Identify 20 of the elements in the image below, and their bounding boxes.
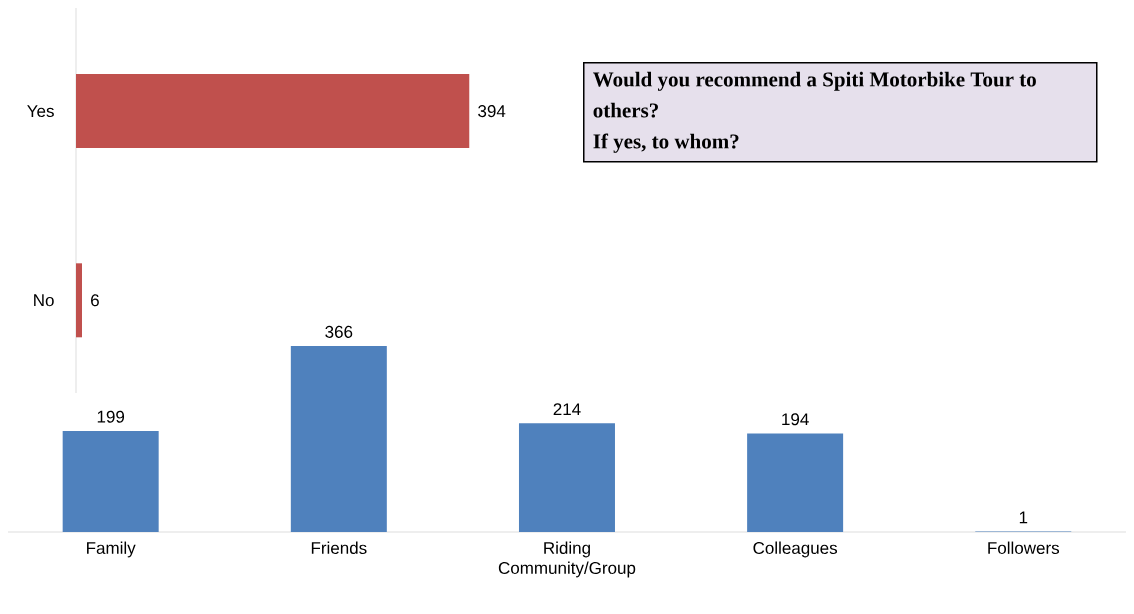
bar: [518, 423, 615, 533]
text: If yes, to whom?: [593, 133, 739, 153]
x-tick-label: Friends: [311, 541, 367, 555]
text: Would you recommend a Spiti Motorbike Tour to others?: [593, 71, 1036, 118]
data-label: 366: [325, 325, 353, 338]
bar: [747, 433, 844, 533]
x-tick-label: Followers: [988, 541, 1060, 555]
data-label: 394: [478, 105, 506, 118]
x-tick-label: Riding Community/Group: [498, 541, 636, 578]
bar: [62, 430, 159, 533]
data-label: 194: [782, 413, 809, 426]
y-tick-label: No: [34, 294, 54, 307]
x-tick-label: Family: [87, 541, 136, 558]
data-label: 214: [553, 403, 581, 416]
data-label: 6: [91, 294, 99, 307]
data-label: 1: [1019, 511, 1028, 524]
y-tick-label: Yes: [27, 105, 54, 118]
data-label: 199: [97, 410, 125, 423]
bar: [290, 346, 387, 533]
x-tick-label: Colleagues: [753, 541, 838, 558]
